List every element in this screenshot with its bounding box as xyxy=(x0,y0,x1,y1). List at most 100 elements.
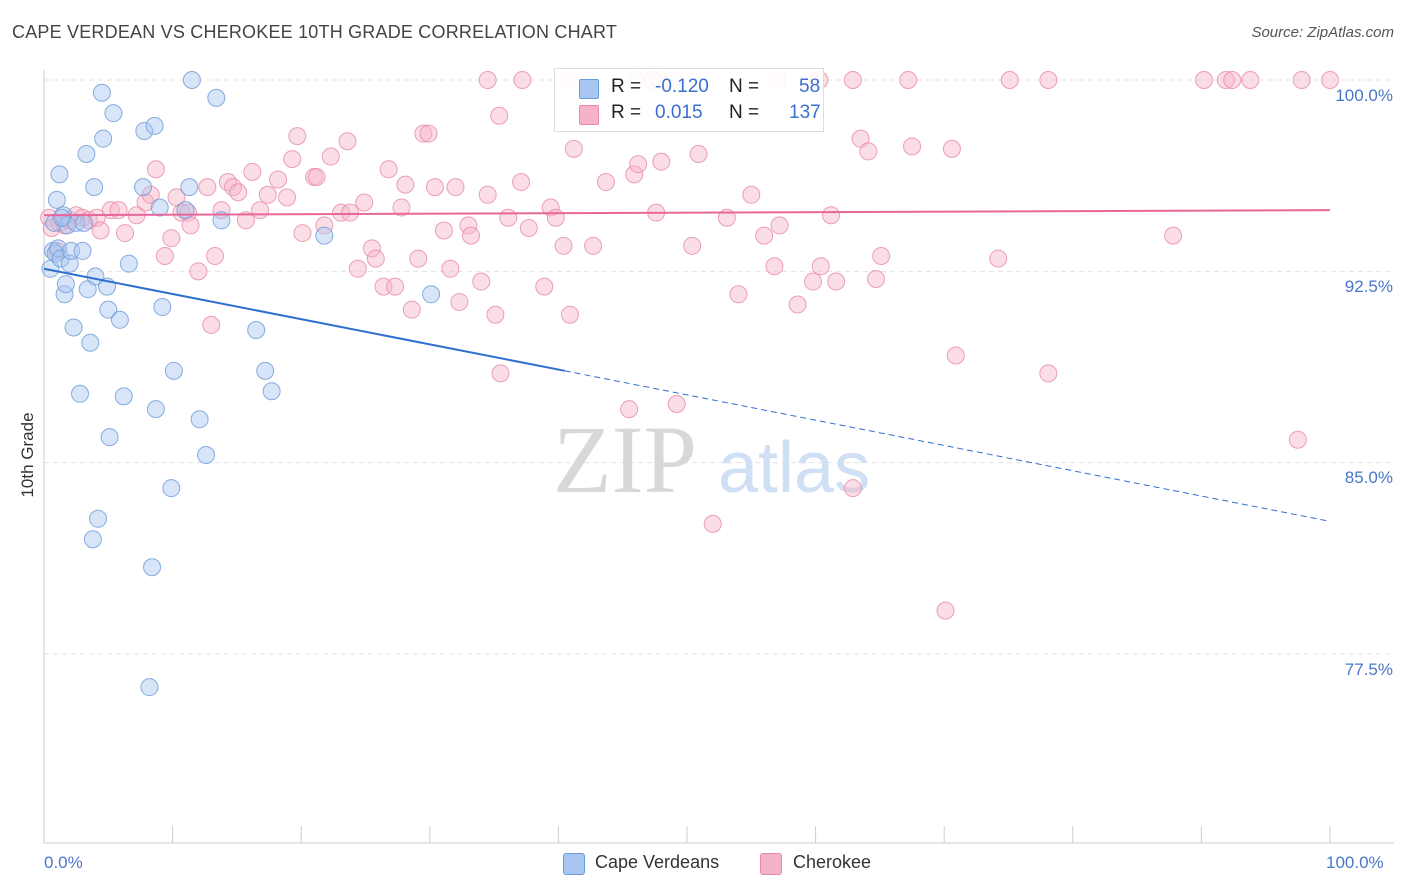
cape-verdean-point xyxy=(134,178,153,197)
cherokee-point xyxy=(560,305,579,324)
cape-verdean-point xyxy=(140,678,159,697)
cherokee-trend-line xyxy=(43,209,1331,217)
cherokee-point xyxy=(1321,71,1339,89)
legend-r-label: R = xyxy=(611,102,642,123)
cape-verdean-point xyxy=(85,178,104,197)
cherokee-point xyxy=(189,262,208,281)
cherokee-point xyxy=(1241,71,1260,89)
cape-verdean-point xyxy=(164,361,183,380)
cherokee-point xyxy=(379,160,398,179)
cape-verdean-point xyxy=(51,249,70,268)
cherokee-point xyxy=(392,198,411,217)
cape-verdean-point xyxy=(44,241,63,260)
grid-lines xyxy=(44,79,1394,655)
cape-verdean-point xyxy=(81,333,100,352)
cherokee-point xyxy=(434,221,453,240)
cherokee-point xyxy=(224,178,243,197)
cape-verdean-point xyxy=(94,129,113,148)
legend-swatch-blue xyxy=(579,79,599,99)
cherokee-point xyxy=(822,206,841,225)
cherokee-point xyxy=(348,259,367,278)
cherokee-point xyxy=(596,173,615,192)
cherokee-point xyxy=(155,247,174,266)
cherokee-point xyxy=(519,218,538,237)
cherokee-point xyxy=(91,221,110,240)
cherokee-point xyxy=(512,173,531,192)
cherokee-point xyxy=(535,277,554,296)
cherokee-point xyxy=(461,226,480,245)
cherokee-point xyxy=(554,236,573,255)
cherokee-point xyxy=(402,300,421,319)
cherokee-point xyxy=(625,165,644,184)
cherokee-point xyxy=(843,71,862,89)
cherokee-point xyxy=(989,249,1008,268)
cape-verdean-point xyxy=(143,558,162,577)
cherokee-point xyxy=(788,295,807,314)
legend-r-label: R = xyxy=(611,76,642,97)
x-tick-label: 100.0% xyxy=(1326,853,1384,872)
cape-verdean-point xyxy=(77,144,96,163)
cape-verdean-point xyxy=(50,165,69,184)
cherokee-point xyxy=(942,139,961,158)
cape-verdean-point xyxy=(114,387,133,406)
cherokee-point xyxy=(1039,364,1058,383)
y-tick-label: 100.0% xyxy=(1335,86,1393,105)
cherokee-point xyxy=(162,229,181,248)
cape-verdeans-trend-line xyxy=(43,267,566,372)
cherokee-point xyxy=(419,124,438,143)
cherokee-point xyxy=(321,147,340,166)
cherokee-point xyxy=(362,239,381,258)
x-tick-label: 0.0% xyxy=(44,853,83,872)
cherokee-point xyxy=(146,160,165,179)
cape-verdean-point xyxy=(197,446,216,465)
cherokee-point xyxy=(867,269,886,288)
cherokee-point xyxy=(258,185,277,204)
cape-verdean-point xyxy=(247,321,266,340)
cherokee-point xyxy=(827,272,846,291)
cape-verdean-point xyxy=(100,428,119,447)
cape-verdean-point xyxy=(53,208,72,227)
cherokee-point xyxy=(546,208,565,227)
cherokee-point xyxy=(409,249,428,268)
chart-title: CAPE VERDEAN VS CHEROKEE 10TH GRADE CORR… xyxy=(12,22,618,42)
cape-verdean-point xyxy=(182,71,201,89)
watermark-atlas: atlas xyxy=(718,428,870,508)
cherokee-point xyxy=(564,139,583,158)
cherokee-point xyxy=(755,226,774,245)
cherokee-point xyxy=(667,394,686,413)
cherokee-point xyxy=(355,193,374,212)
cape-verdean-point xyxy=(56,275,75,294)
y-axis-label: 10th Grade xyxy=(18,412,37,498)
trend-lines xyxy=(43,209,1331,522)
cherokee-point xyxy=(269,170,288,189)
cherokee-point xyxy=(843,479,862,498)
cherokee-point xyxy=(202,315,221,334)
cherokee-point xyxy=(366,249,385,268)
cherokee-point xyxy=(243,162,262,181)
cherokee-point xyxy=(229,183,248,202)
cape-verdean-point xyxy=(422,285,441,304)
cherokee-points xyxy=(40,71,1339,620)
cherokee-point xyxy=(293,224,312,243)
cape-verdean-point xyxy=(60,254,79,273)
y-tick-label: 77.5% xyxy=(1344,660,1393,679)
cape-verdean-point xyxy=(145,116,164,135)
cherokee-point xyxy=(689,144,708,163)
cherokee-point xyxy=(441,259,460,278)
cherokee-point xyxy=(288,127,307,146)
cherokee-point xyxy=(141,185,160,204)
cherokee-point xyxy=(936,601,955,620)
cherokee-point xyxy=(620,400,639,419)
cape-verdean-point xyxy=(83,530,102,549)
cape-verdean-point xyxy=(119,254,138,273)
cape-verdean-point xyxy=(71,384,90,403)
cherokee-point xyxy=(683,236,702,255)
cherokee-point xyxy=(338,132,357,151)
cherokee-point xyxy=(198,178,217,197)
cherokee-point xyxy=(491,364,510,383)
watermark: ZIP atlas xyxy=(553,406,870,513)
cape-verdean-point xyxy=(176,201,195,220)
cherokee-point xyxy=(450,292,469,311)
cherokee-point xyxy=(307,167,326,186)
